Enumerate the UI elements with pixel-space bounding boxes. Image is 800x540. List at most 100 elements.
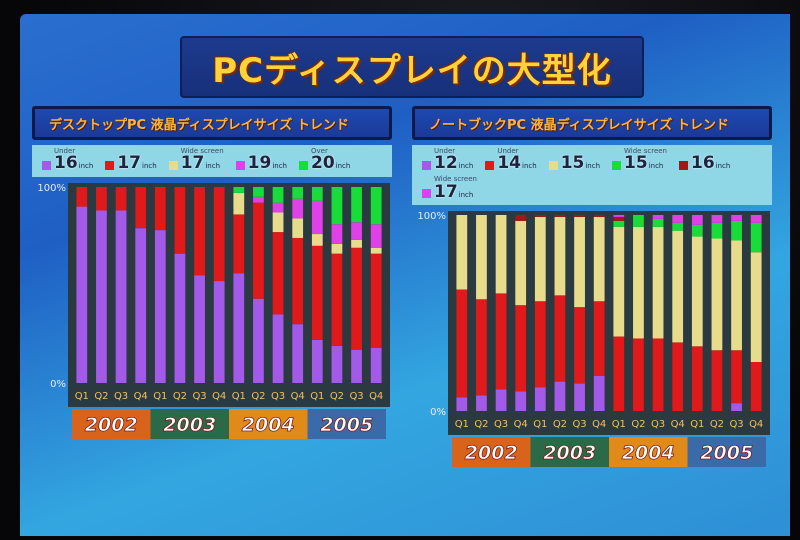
bar-segment [331, 345, 343, 384]
bar-segment [750, 252, 762, 363]
legend-swatch [422, 161, 431, 171]
bar-segment [633, 338, 644, 412]
bar-segment [574, 383, 585, 412]
legend-unit: inch [458, 190, 474, 199]
desktop-chart-panel: デスクトップPC 液晶ディスプレイサイズ トレンド Under 16inch 1… [32, 106, 392, 447]
bar-segment [691, 225, 703, 237]
bar-segment [456, 289, 468, 398]
x-tick-label: Q3 [494, 419, 508, 430]
legend-item: Wide screen 17inch [168, 147, 224, 174]
bar-segment [370, 347, 382, 384]
bar-segment [331, 187, 343, 225]
bar-segment [691, 346, 703, 412]
legend-unit: inch [142, 162, 157, 171]
bar-segment [593, 215, 605, 218]
legend-swatch [168, 161, 178, 171]
bar-segment [456, 215, 468, 290]
bar-segment [613, 215, 625, 218]
legend-unit: inch [585, 162, 601, 171]
x-tick-label: Q2 [710, 419, 724, 430]
bar-segment [691, 215, 703, 226]
bar-segment [311, 187, 323, 201]
year-label: 2004 [242, 414, 295, 436]
bar-segment [593, 376, 605, 412]
bar-segment [534, 217, 546, 302]
year-band [150, 409, 229, 440]
bar-segment [370, 187, 382, 225]
year-label: 2003 [163, 414, 216, 436]
bar-segment [311, 245, 323, 341]
x-tick-label: Q3 [572, 419, 586, 430]
x-tick-label: Q2 [631, 419, 645, 430]
legend-unit: inch [715, 162, 731, 171]
bar-segment [672, 215, 684, 224]
bar-segment [691, 236, 703, 347]
bar-segment [574, 217, 585, 308]
legend-unit: inch [648, 162, 664, 171]
legend-unit: inch [458, 162, 474, 171]
bar-segment [272, 202, 284, 213]
bar-segment [534, 301, 546, 388]
bar-segment [135, 228, 147, 384]
legend-size: 16 [54, 153, 78, 174]
legend-prefix: Under [434, 147, 456, 155]
x-tick-label: Q3 [349, 391, 363, 402]
year-label: 2003 [543, 442, 596, 464]
bar-segment [476, 299, 487, 396]
x-tick-label: Q4 [291, 391, 305, 402]
bar-segment [731, 215, 742, 222]
bar-segment [515, 215, 527, 222]
legend-unit: inch [78, 162, 94, 171]
legend-item: Under 14inch [485, 147, 537, 174]
bar-segment [613, 221, 625, 228]
legend-prefix: Wide screen [434, 175, 477, 184]
x-tick-label: Q2 [251, 391, 265, 402]
legend-size: 20 [311, 153, 335, 174]
legend-size: 14 [497, 153, 522, 174]
bar-segment [174, 253, 186, 384]
bar-segment [495, 215, 507, 294]
legend-unit: inch [522, 162, 537, 171]
bar-segment [672, 223, 684, 232]
bar-segment [613, 336, 625, 412]
legend-swatch [42, 161, 51, 171]
year-label: 2005 [320, 414, 373, 436]
year-label: 2004 [622, 442, 675, 464]
x-tick-label: Q3 [729, 419, 743, 430]
bar-segment [292, 187, 304, 199]
bar-segment [96, 210, 107, 384]
bar-segment [272, 212, 284, 233]
x-tick-label: Q1 [533, 419, 547, 430]
bar-segment [351, 222, 362, 241]
chart-title: ノートブックPC 液晶ディスプレイサイズ トレンド [412, 106, 772, 140]
legend-swatch [235, 161, 245, 171]
bar-segment [351, 349, 362, 384]
year-label: 2005 [700, 442, 753, 464]
bar-segment [652, 215, 664, 220]
legend-size: 17 [117, 153, 142, 174]
legend-item: Under 12inch [422, 147, 474, 173]
legend-swatch [422, 189, 431, 199]
bar-segment [174, 187, 186, 254]
bar-segment [495, 389, 507, 412]
year-band [530, 437, 609, 468]
legend-unit: inch [335, 162, 351, 171]
bar-segment [554, 217, 566, 296]
legend-swatch [548, 161, 558, 171]
bar-segment [272, 232, 284, 315]
x-tick-label: Q1 [232, 391, 246, 402]
legend-prefix: Over [311, 147, 328, 155]
stacked-bar-chart: 100% 0% Q1 Q2 Q3 Q4 Q1 Q2 Q3 Q4 Q1 Q2 Q3 Q4 Q1 Q2 Q3 Q4 20… [37, 183, 390, 440]
chart-title: デスクトップPC 液晶ディスプレイサイズ トレンド [32, 106, 392, 140]
bar-segment [613, 227, 625, 337]
legend-size: 19 [247, 153, 272, 174]
notebook-chart-panel: ノートブックPC 液晶ディスプレイサイズ トレンド Under 12inch U… [412, 106, 772, 475]
year-band [687, 437, 766, 468]
bar-segment [233, 214, 245, 274]
legend-item: Over 20inch [299, 147, 351, 174]
bar-segment [194, 187, 205, 276]
legend-size: 17 [180, 153, 205, 174]
projection-screen: PCディスプレイの大型化 デスクトップPC 液晶ディスプレイサイズ トレンド U… [20, 14, 790, 536]
bar-segment [711, 350, 723, 412]
legend-item: 16inch [679, 148, 730, 173]
